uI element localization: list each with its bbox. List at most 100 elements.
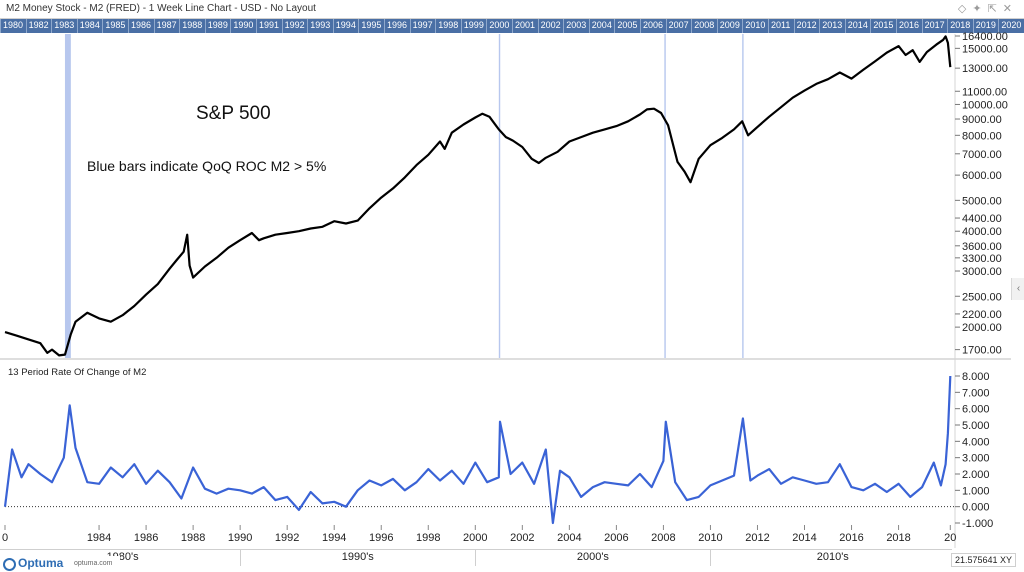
year-separator [921,19,923,33]
panel-collapse-handle[interactable]: ‹ [1011,278,1024,300]
year-separator [819,19,821,33]
x-tick-label-1: 1984 [87,532,111,544]
year-separator [665,19,667,33]
year-label-4: 1985 [105,20,126,30]
year-separator [844,19,846,33]
year-separator [25,19,27,33]
x-tick-label-6: 1994 [322,532,346,544]
year-label-18: 1999 [463,20,484,30]
price-tick-label-1: 15000.00 [962,43,1008,55]
year-label-12: 1993 [310,20,331,30]
roc-highlight-bar-0 [64,34,71,358]
price-tick-label-10: 4400.00 [962,213,1002,225]
year-label-1: 1982 [28,20,49,30]
x-tick-label-12: 2006 [604,532,628,544]
year-label-3: 1984 [79,20,100,30]
decade-label-2: 2000's [576,551,609,563]
year-label-36: 2017 [924,20,945,30]
roc-highlight-bar-3 [742,34,744,358]
year-label-15: 1996 [387,20,408,30]
year-separator [281,19,283,33]
decade-separator [475,550,477,566]
decade-separator [710,550,712,566]
year-label-19: 2000 [489,20,510,30]
year-separator [128,19,129,33]
x-tick-label-18: 2018 [886,532,910,544]
year-separator [153,19,155,33]
year-separator [588,19,590,33]
year-separator [332,19,334,33]
chevron-left-icon: ‹ [1016,283,1021,294]
year-separator [947,19,949,33]
sp500-price-line [4,35,952,357]
roc-highlight-bar-2 [664,34,666,358]
year-label-26: 2007 [668,20,689,30]
price-tick-label-13: 3300.00 [962,253,1002,265]
year-separator [0,19,1,33]
x-tick-label-8: 1998 [416,532,440,544]
close-icon[interactable]: ✕ [1002,3,1018,15]
year-label-35: 2016 [899,20,920,30]
year-separator [460,19,462,33]
roc-tick-label-3: 5.000 [962,420,990,432]
price-tick-label-8: 6000.00 [962,170,1002,182]
x-tick-label-19: 20 [944,532,956,544]
price-tick-label-16: 2200.00 [962,309,1002,321]
year-separator [358,19,360,33]
chart-title-bar: M2 Money Stock - M2 (FRED) - 1 Week Line… [0,0,1024,19]
pin-icon[interactable]: ✦ [972,3,988,15]
price-tick-label-7: 7000.00 [962,149,1002,161]
year-label-21: 2002 [540,20,561,30]
toolbar-icons: ◇✦⇱✕ [958,2,1018,15]
year-axis-bar: 1980 1982 1983 1984 1985 1986 1987 1988 1989 1990… [0,19,1024,33]
price-tick-label-14: 3000.00 [962,266,1002,278]
price-tick-label-0: 16400.00 [962,31,1008,43]
year-label-22: 2003 [566,20,587,30]
year-label-39: 2020 [1001,20,1022,30]
year-label-10: 1991 [259,20,280,30]
roc-highlight-bar-1 [498,34,501,358]
decade-axis: 1980's 1990's 2000's 2010's [0,549,952,566]
x-tick-label-17: 2016 [839,532,863,544]
price-tick-label-6: 8000.00 [962,130,1002,142]
year-label-9: 1990 [233,20,254,30]
x-tick-label-11: 2004 [557,532,581,544]
price-tick-label-9: 5000.00 [962,195,1002,207]
year-label-2: 1983 [54,20,75,30]
x-tick-label-13: 2008 [651,532,675,544]
year-label-32: 2013 [822,20,843,30]
year-separator [870,19,872,33]
chart-title: S&P 500 [196,103,271,124]
year-separator [384,19,385,33]
roc-tick-label-2: 6.000 [962,404,990,416]
year-separator [512,19,513,33]
roc-m2-line [3,375,952,525]
x-tick-label-4: 1990 [228,532,252,544]
year-label-16: 1997 [412,20,433,30]
optuma-logo-icon [3,558,16,571]
logo-name: Optuma [18,556,64,570]
year-label-37: 2018 [950,20,971,30]
year-separator [972,19,974,33]
year-separator [76,19,78,33]
roc-tick-label-8: 0.000 [962,502,990,514]
price-tick-label-18: 1700.00 [962,345,1002,357]
x-tick-label-5: 1992 [275,532,299,544]
diamond-icon[interactable]: ◇ [957,3,973,15]
year-label-8: 1989 [207,20,228,30]
roc-tick-label-4: 4.000 [962,436,990,448]
x-tick-label-14: 2010 [698,532,722,544]
year-label-25: 2006 [643,20,664,30]
roc-tick-label-1: 7.000 [962,387,990,399]
year-separator [409,19,411,33]
year-separator [768,19,769,33]
price-tick-label-4: 10000.00 [962,99,1008,111]
price-tick-label-17: 2000.00 [962,322,1002,334]
logo-site: optuma.com [74,560,113,567]
year-separator [51,19,53,33]
expand-icon[interactable]: ⇱ [987,3,1003,15]
year-label-20: 2001 [515,20,536,30]
year-separator [716,19,718,33]
decade-label-3: 2010's [816,551,849,563]
